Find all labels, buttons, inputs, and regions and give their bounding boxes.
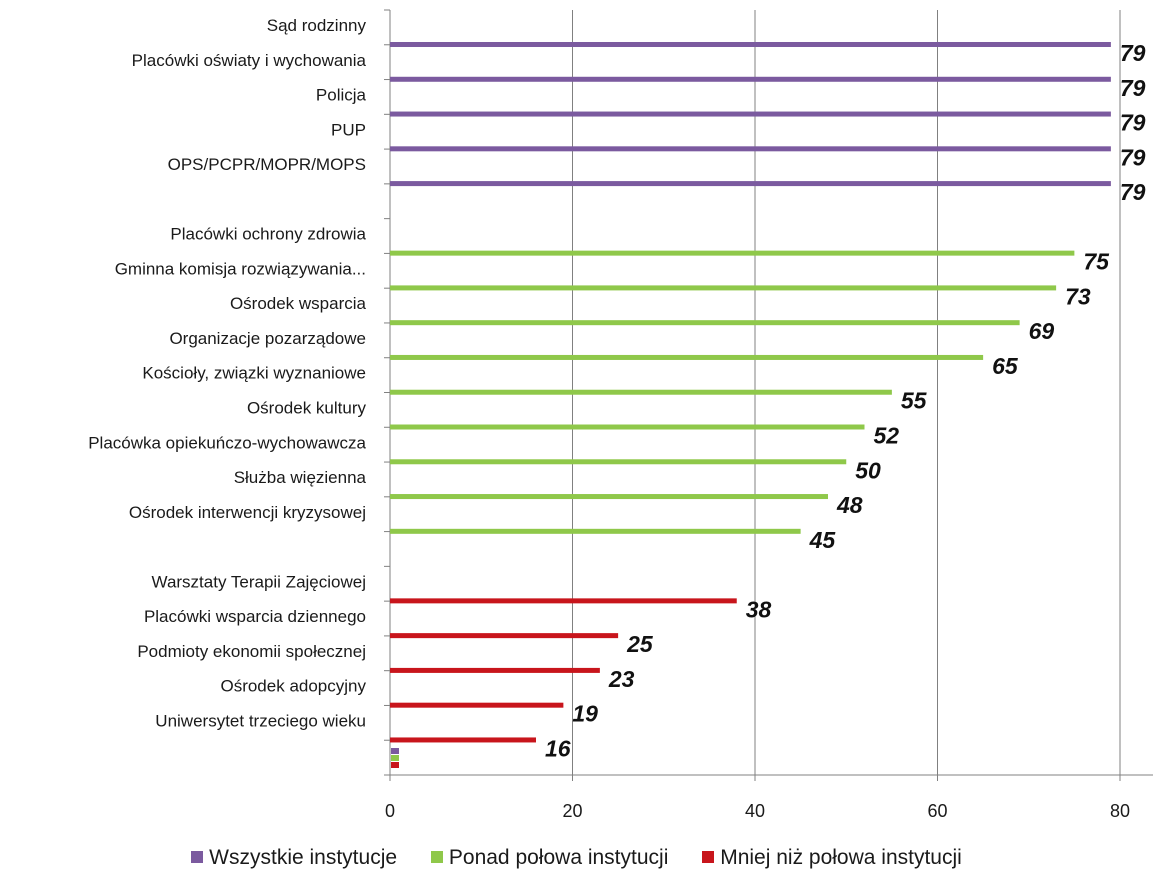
data-label: 79	[1120, 40, 1146, 66]
data-label: 79	[1120, 75, 1146, 101]
bars	[390, 42, 1111, 743]
legend-stub	[391, 762, 399, 768]
category-label: Gminna komisja rozwiązywania...	[115, 259, 366, 278]
category-label: Ośrodek interwencji kryzysowej	[129, 503, 366, 522]
data-label: 50	[855, 457, 881, 483]
category-label: Ośrodek adopcyjny	[220, 677, 366, 696]
bar	[390, 354, 984, 360]
category-label: Placówki oświaty i wychowania	[132, 51, 367, 70]
legend-item-under-half: Mniej niż połowa instytucji	[702, 846, 962, 870]
legend-label-under-half: Mniej niż połowa instytucji	[720, 846, 962, 869]
category-labels: Sąd rodzinny Placówki oświaty i wychowani…	[88, 16, 366, 730]
bar	[390, 111, 1111, 117]
data-label: 69	[1029, 318, 1055, 344]
category-label: OPS/PCPR/MOPR/MOPS	[168, 155, 366, 174]
legend: Wszystkie instytucje Ponad połowa instyt…	[0, 846, 1153, 870]
legend-label-over-half: Ponad połowa instytucji	[448, 846, 669, 869]
data-label: 65	[992, 353, 1019, 379]
category-label: Ośrodek wsparcia	[230, 294, 367, 313]
category-label: Policja	[316, 86, 367, 105]
legend-swatch-under-half	[702, 851, 715, 863]
x-tick-label: 40	[745, 801, 765, 821]
data-label: 79	[1120, 110, 1146, 136]
bar	[390, 459, 847, 465]
x-tick-label: 20	[562, 801, 582, 821]
data-label: 52	[874, 423, 900, 449]
data-label: 73	[1065, 283, 1091, 309]
bar	[390, 598, 737, 604]
category-label: Sąd rodzinny	[267, 16, 367, 35]
legend-item-over-half: Ponad połowa instytucji	[430, 846, 669, 870]
category-label: Placówka opiekuńczo-wychowawcza	[88, 433, 366, 452]
legend-marker-stubs	[391, 748, 399, 768]
bar	[390, 285, 1057, 291]
data-label: 16	[545, 735, 571, 761]
bar	[390, 528, 801, 534]
bar	[390, 42, 1111, 47]
legend-swatch-over-half	[430, 851, 443, 863]
data-label: 38	[746, 596, 772, 622]
bar	[390, 146, 1111, 152]
bar	[390, 76, 1111, 82]
category-label: PUP	[331, 120, 366, 139]
legend-item-all: Wszystkie instytucje	[191, 846, 397, 870]
legend-swatch-all	[191, 851, 204, 863]
data-label: 23	[608, 666, 635, 692]
category-label: Uniwersytet trzeciego wieku	[155, 711, 366, 730]
bar	[390, 737, 536, 743]
data-label: 55	[901, 388, 928, 414]
category-label: Kościoły, związki wyznaniowe	[142, 364, 366, 383]
category-label: Placówki wsparcia dziennego	[144, 607, 366, 626]
category-label: Podmioty ekonomii społecznej	[137, 642, 366, 661]
data-label: 45	[809, 527, 837, 553]
data-label: 79	[1120, 144, 1146, 170]
legend-label-all: Wszystkie instytucje	[209, 846, 398, 869]
data-label: 48	[836, 492, 863, 518]
bar	[390, 250, 1075, 256]
x-tick-label: 80	[1110, 801, 1130, 821]
data-label: 79	[1120, 179, 1146, 205]
bar	[390, 320, 1020, 326]
category-label: Organizacje pozarządowe	[169, 329, 366, 348]
category-label: Ośrodek kultury	[247, 399, 367, 418]
bar	[390, 633, 619, 639]
bar	[390, 389, 892, 395]
category-label: Służba więzienna	[234, 468, 367, 487]
legend-stub	[391, 755, 399, 761]
bar	[390, 494, 828, 500]
data-label: 19	[572, 701, 598, 727]
data-label: 25	[626, 631, 654, 657]
legend-stub	[391, 748, 399, 754]
category-label: Placówki ochrony zdrowia	[170, 225, 366, 244]
data-label: 75	[1083, 249, 1110, 275]
bar	[390, 667, 600, 673]
x-tick-labels: 0 20 40 60 80	[385, 801, 1130, 821]
axes	[384, 9, 1153, 781]
bar	[390, 702, 564, 708]
x-tick-label: 60	[927, 801, 947, 821]
bar	[390, 424, 865, 430]
x-tick-label: 0	[385, 801, 395, 821]
category-label: Warsztaty Terapii Zajęciowej	[152, 572, 366, 591]
bar	[390, 181, 1111, 187]
